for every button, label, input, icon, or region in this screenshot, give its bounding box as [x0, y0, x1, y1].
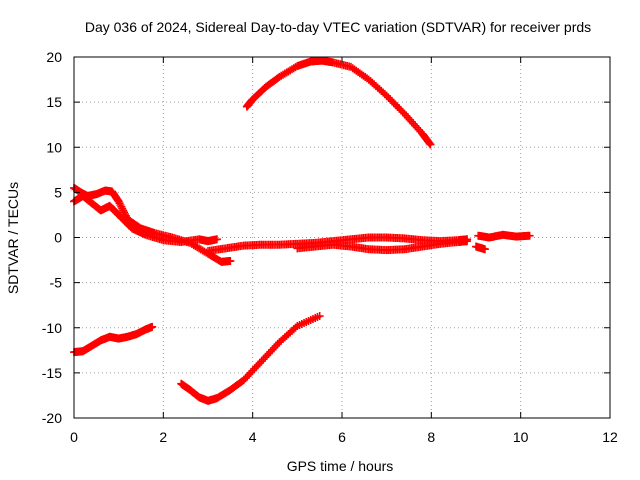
x-axis-label: GPS time / hours: [287, 458, 394, 474]
x-tick-label: 2: [159, 429, 167, 445]
data-point: [389, 99, 398, 108]
x-tick-label: 0: [70, 429, 78, 445]
tick-labels: 0 2 4 6 8 10 12 -20 -15 -10 -5 0 5 10 15 20: [42, 49, 618, 445]
data-point: [525, 231, 534, 240]
y-tick-label: 10: [46, 139, 62, 155]
x-tick-label: 8: [427, 429, 435, 445]
y-tick-label: -5: [50, 275, 63, 291]
data-point: [384, 93, 393, 102]
data-series: [70, 56, 534, 405]
data-point: [114, 197, 123, 206]
y-axis-label: SDTVAR / TECUs: [5, 182, 21, 294]
data-point: [212, 235, 221, 244]
data-point: [226, 256, 235, 265]
data-point: [148, 322, 157, 331]
series-lower-left: [70, 322, 157, 357]
data-point: [395, 104, 404, 113]
data-point: [116, 201, 125, 210]
series-flat-4: [472, 242, 489, 254]
x-tick-label: 6: [338, 429, 346, 445]
y-tick-label: 20: [46, 49, 62, 65]
series-near-zero-b: [70, 191, 221, 247]
x-tick-label: 10: [513, 429, 529, 445]
y-tick-label: 0: [54, 230, 62, 246]
y-tick-label: -10: [42, 320, 62, 336]
y-tick-label: 5: [54, 184, 62, 200]
series-lower-arc: [177, 312, 324, 405]
data-point: [382, 91, 391, 100]
axis-ticks: [73, 56, 611, 419]
data-point: [388, 97, 397, 106]
data-point: [315, 312, 324, 321]
data-point: [463, 237, 472, 246]
data-point: [117, 202, 126, 211]
y-tick-label: 15: [46, 94, 62, 110]
series-upper-arc: [242, 56, 435, 149]
data-point: [386, 95, 395, 104]
data-point: [396, 106, 405, 115]
data-point: [391, 100, 400, 109]
y-tick-label: -15: [42, 365, 62, 381]
x-tick-label: 4: [249, 429, 257, 445]
data-point: [393, 102, 402, 111]
y-tick-label: -20: [42, 410, 62, 426]
data-point: [120, 210, 129, 219]
data-point: [398, 108, 407, 117]
x-tick-label: 12: [602, 429, 618, 445]
series-flat-3: [474, 230, 534, 242]
data-point: [115, 199, 124, 208]
data-point: [120, 208, 129, 217]
data-point: [425, 139, 434, 148]
data-point: [118, 204, 127, 213]
data-point: [291, 323, 300, 332]
data-point: [480, 245, 489, 254]
data-point: [119, 206, 128, 215]
data-point: [426, 140, 435, 149]
chart-title: Day 036 of 2024, Sidereal Day-to-day VTE…: [85, 19, 591, 35]
series-flat-2: [293, 237, 472, 255]
series-near-zero-a: [70, 183, 235, 266]
